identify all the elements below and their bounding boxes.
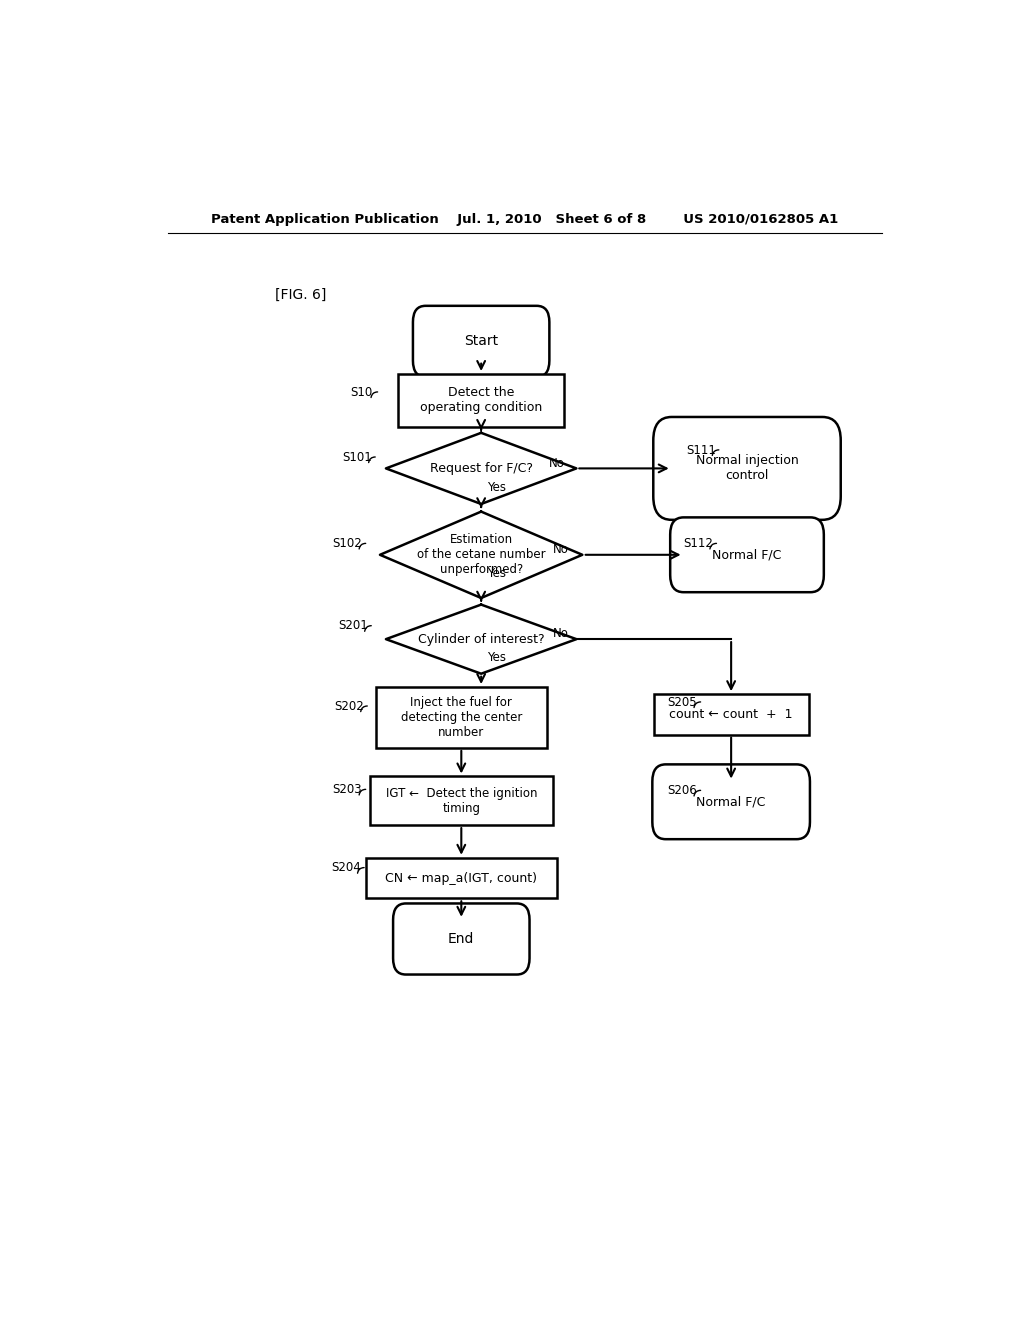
Text: Normal F/C: Normal F/C xyxy=(713,548,781,561)
Text: Normal F/C: Normal F/C xyxy=(696,795,766,808)
Text: IGT ←  Detect the ignition
timing: IGT ← Detect the ignition timing xyxy=(386,787,537,814)
Text: S111: S111 xyxy=(686,444,716,457)
Text: S112: S112 xyxy=(684,537,714,550)
Text: S205: S205 xyxy=(668,696,697,709)
Bar xyxy=(397,374,564,426)
Text: Start: Start xyxy=(464,334,499,348)
Text: Yes: Yes xyxy=(486,651,506,664)
Text: [FIG. 6]: [FIG. 6] xyxy=(274,288,327,301)
Bar xyxy=(370,776,553,825)
Text: No: No xyxy=(553,627,569,640)
FancyBboxPatch shape xyxy=(653,417,841,520)
Text: Estimation
of the cetane number
unperformed?: Estimation of the cetane number unperfor… xyxy=(417,533,546,577)
Text: No: No xyxy=(553,544,569,556)
Polygon shape xyxy=(380,512,583,598)
Text: S101: S101 xyxy=(342,450,372,463)
Text: Yes: Yes xyxy=(486,568,506,579)
Text: count ← count  +  1: count ← count + 1 xyxy=(670,708,793,721)
Text: No: No xyxy=(549,457,564,470)
Text: S201: S201 xyxy=(338,619,368,632)
Text: S204: S204 xyxy=(331,862,360,874)
Text: Cylinder of interest?: Cylinder of interest? xyxy=(418,632,545,645)
Text: Patent Application Publication    Jul. 1, 2010   Sheet 6 of 8        US 2010/016: Patent Application Publication Jul. 1, 2… xyxy=(211,213,839,226)
Text: S206: S206 xyxy=(668,784,697,797)
Text: Request for F/C?: Request for F/C? xyxy=(430,462,532,475)
Polygon shape xyxy=(386,433,577,504)
Text: S203: S203 xyxy=(333,783,362,796)
Text: S10: S10 xyxy=(350,385,373,399)
FancyBboxPatch shape xyxy=(393,903,529,974)
Text: End: End xyxy=(449,932,474,946)
Polygon shape xyxy=(386,605,577,673)
Text: S202: S202 xyxy=(334,700,365,713)
Text: Normal injection
control: Normal injection control xyxy=(695,454,799,482)
Bar xyxy=(376,686,547,748)
FancyBboxPatch shape xyxy=(413,306,549,378)
Text: Inject the fuel for
detecting the center
number: Inject the fuel for detecting the center… xyxy=(400,696,522,739)
Text: S102: S102 xyxy=(333,537,362,550)
Bar xyxy=(653,694,809,735)
Text: Detect the
operating condition: Detect the operating condition xyxy=(420,387,543,414)
Text: Yes: Yes xyxy=(486,480,506,494)
Bar xyxy=(367,858,557,899)
FancyBboxPatch shape xyxy=(670,517,824,593)
Text: CN ← map_a(IGT, count): CN ← map_a(IGT, count) xyxy=(385,871,538,884)
FancyBboxPatch shape xyxy=(652,764,810,840)
